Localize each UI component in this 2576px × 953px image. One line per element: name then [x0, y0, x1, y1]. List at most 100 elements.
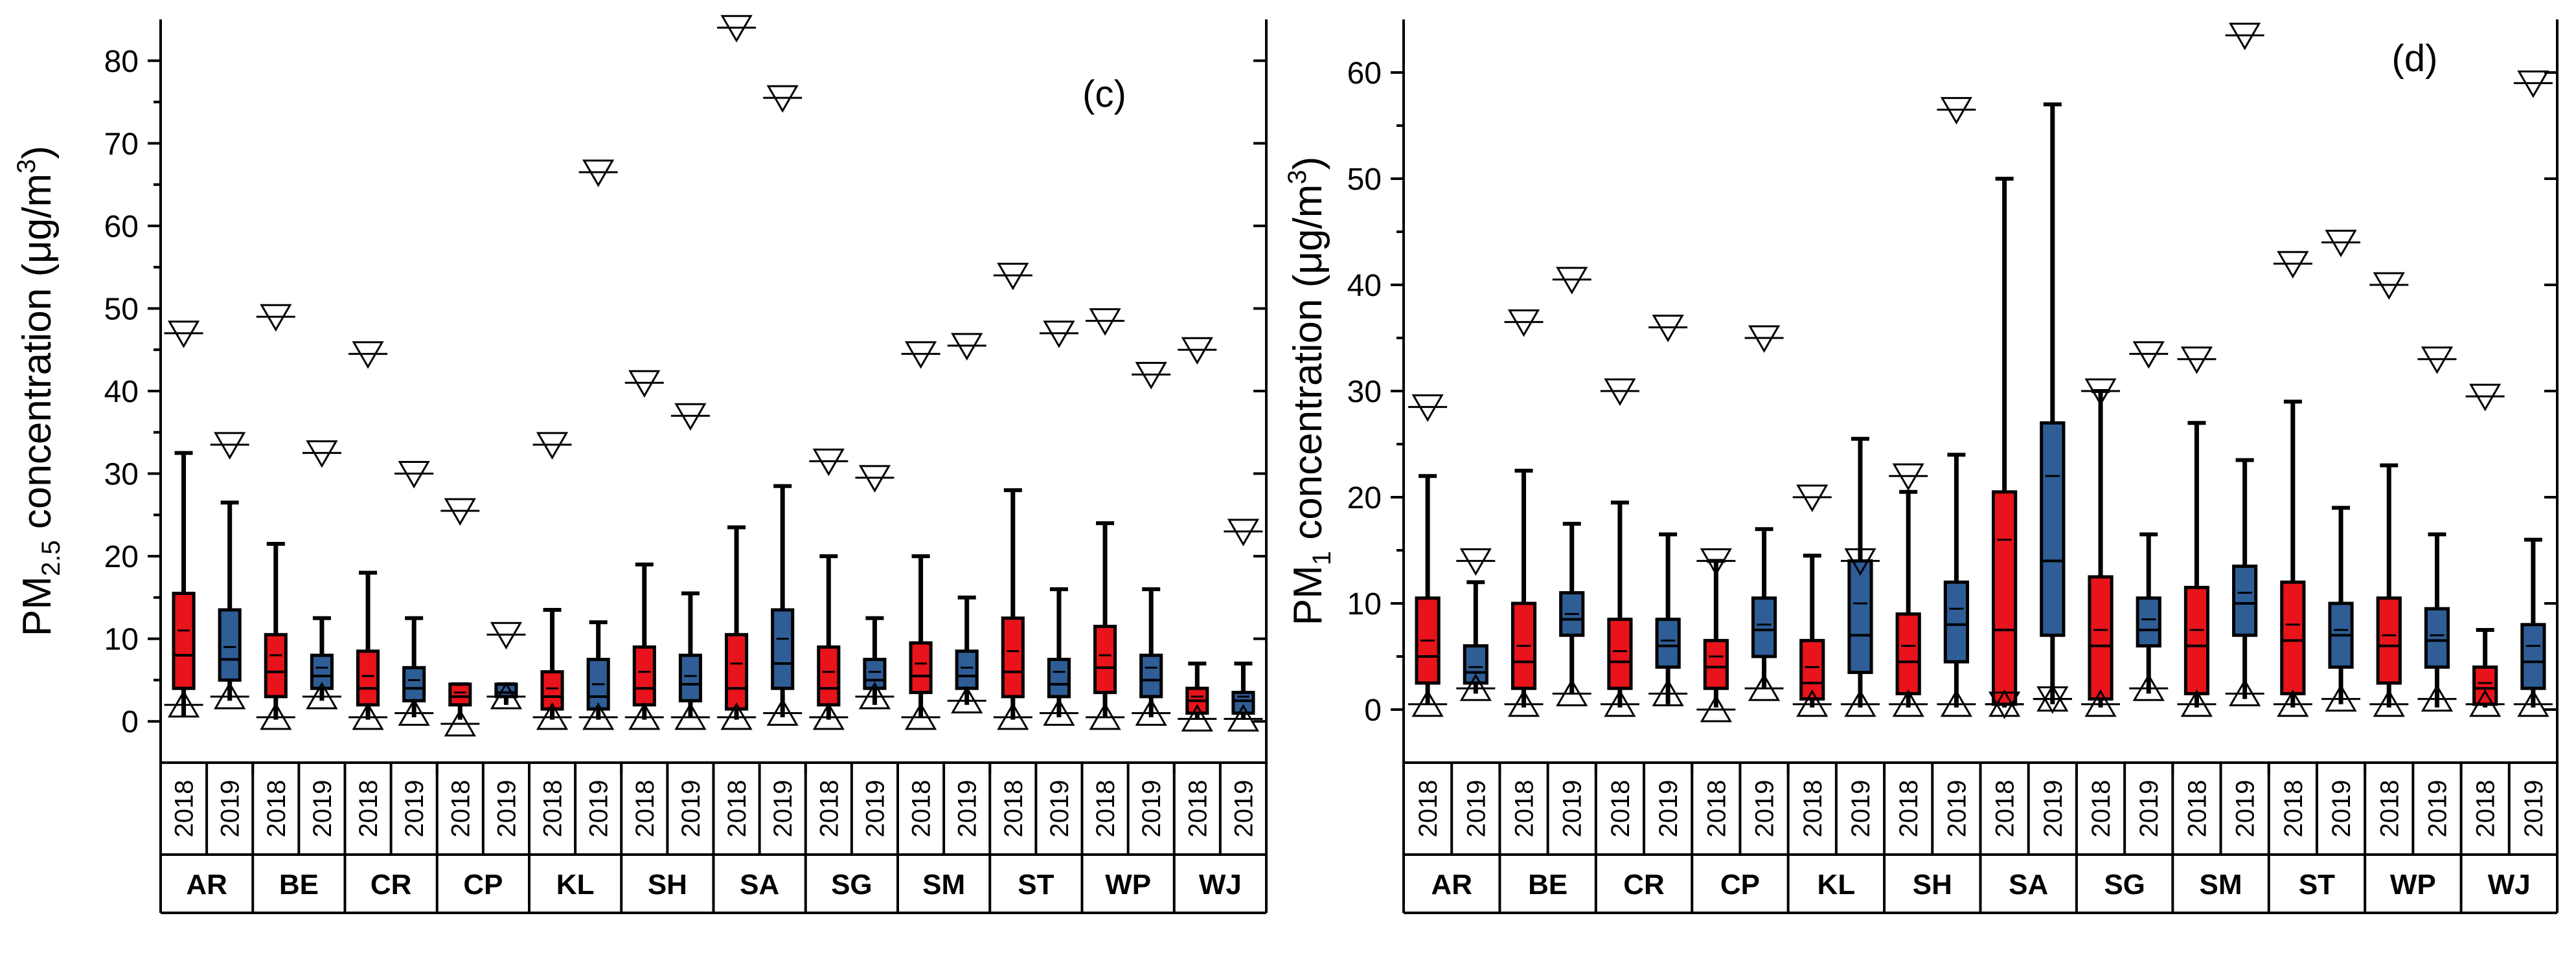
year-label: 2019: [953, 780, 982, 838]
box: [2472, 665, 2498, 706]
year-label: 2018: [1799, 780, 1827, 838]
year-label: 2019: [2039, 780, 2068, 838]
year-label: 2018: [907, 780, 936, 838]
y-tick-label: 10: [104, 623, 139, 657]
year-label: 2019: [1462, 780, 1490, 838]
station-label: AR: [1431, 869, 1472, 901]
year-label: 2018: [2087, 780, 2115, 838]
y-tick-label: 0: [1364, 693, 1382, 728]
year-label: 2018: [1895, 780, 1923, 838]
box: [1943, 580, 1970, 664]
box: [1139, 653, 1163, 699]
box: [817, 645, 841, 707]
station-label: ST: [1018, 869, 1054, 901]
year-label: 2019: [1137, 780, 1166, 838]
box: [632, 645, 656, 707]
year-label: 2019: [1045, 780, 1074, 838]
box: [1607, 618, 1633, 690]
year-label: 2019: [492, 780, 521, 838]
box: [448, 682, 472, 707]
year-label: 2018: [1414, 780, 1442, 838]
year-label: 2019: [1751, 780, 1779, 838]
station-label: AR: [186, 869, 227, 901]
box: [1799, 638, 1825, 701]
station-label: WP: [1105, 869, 1151, 901]
year-label: 2019: [1558, 780, 1587, 838]
box: [218, 608, 242, 682]
y-axis-label: PM1 concentration (μg/m3): [1283, 157, 1336, 626]
station-label: SH: [1913, 869, 1952, 901]
box: [955, 649, 979, 690]
station-label: BE: [279, 869, 319, 901]
year-label: 2018: [1091, 780, 1120, 838]
year-label: 2019: [400, 780, 429, 838]
station-label: WJ: [1199, 869, 1242, 901]
station-label: CR: [1623, 869, 1665, 901]
y-tick-label: 30: [104, 458, 139, 492]
station-label: WJ: [2488, 869, 2531, 901]
box: [725, 633, 749, 711]
box: [1655, 618, 1681, 669]
box: [2040, 421, 2066, 637]
year-label: 2019: [1654, 780, 1683, 838]
year-label: 2019: [1847, 780, 1875, 838]
year-label: 2019: [2423, 780, 2452, 838]
year-label: 2018: [631, 780, 659, 838]
y-tick-label: 20: [1347, 481, 1382, 515]
year-label: 2018: [262, 780, 291, 838]
box: [1047, 658, 1071, 699]
year-label: 2019: [1943, 780, 1971, 838]
y-tick-label: 20: [104, 540, 139, 574]
year-label: 2018: [723, 780, 751, 838]
station-label: SA: [740, 869, 779, 901]
station-label: CR: [370, 869, 412, 901]
station-label: CP: [463, 869, 503, 901]
y-tick-label: 50: [1347, 163, 1382, 197]
station-label: BE: [1528, 869, 1567, 901]
box: [1463, 644, 1488, 685]
panel-label: (c): [1082, 73, 1126, 115]
year-label: 2018: [1510, 780, 1539, 838]
box: [1231, 691, 1255, 715]
year-label: 2019: [2135, 780, 2163, 838]
box: [909, 641, 933, 695]
box: [172, 592, 196, 690]
station-label: SA: [2009, 869, 2048, 901]
box: [2520, 623, 2546, 690]
y-tick-label: 60: [1347, 56, 1382, 91]
box: [2424, 607, 2450, 669]
year-label: 2019: [585, 780, 613, 838]
box: [1895, 612, 1921, 695]
year-label: 2019: [308, 780, 337, 838]
box: [2088, 575, 2114, 701]
year-label: 2018: [1183, 780, 1212, 838]
y-tick-label: 30: [1347, 375, 1382, 409]
y-tick-label: 40: [104, 375, 139, 409]
box: [1847, 559, 1873, 675]
panel-d: 0 10 20 30 40 50 60 PM1 concentration (μg/m3) (d…: [1283, 19, 2559, 914]
year-label: 2019: [677, 780, 705, 838]
station-label: ST: [2299, 869, 2335, 901]
year-label: 2018: [170, 780, 199, 838]
y-tick-label: 0: [121, 705, 139, 739]
box: [2232, 565, 2258, 637]
year-label: 2018: [2375, 780, 2404, 838]
station-label: SM: [922, 869, 965, 901]
year-label: 2018: [2472, 780, 2500, 838]
box: [1703, 638, 1729, 690]
box: [2136, 596, 2161, 648]
box: [771, 608, 795, 690]
box: [1751, 596, 1777, 658]
box: [2183, 585, 2210, 695]
year-label: 2019: [216, 780, 245, 838]
year-label: 2018: [1702, 780, 1731, 838]
year-label: 2019: [861, 780, 889, 838]
year-label: 2019: [2520, 780, 2548, 838]
year-label: 2019: [2327, 780, 2356, 838]
y-axis-label: PM2.5 concentration (μg/m3): [12, 146, 65, 636]
year-label: 2018: [815, 780, 843, 838]
panel-c: 0 10 20 30 40 50 60 70 80 PM2.5 concentration (μg…: [12, 15, 1268, 914]
station-label: KL: [556, 869, 595, 901]
year-label: 2019: [1229, 780, 1258, 838]
